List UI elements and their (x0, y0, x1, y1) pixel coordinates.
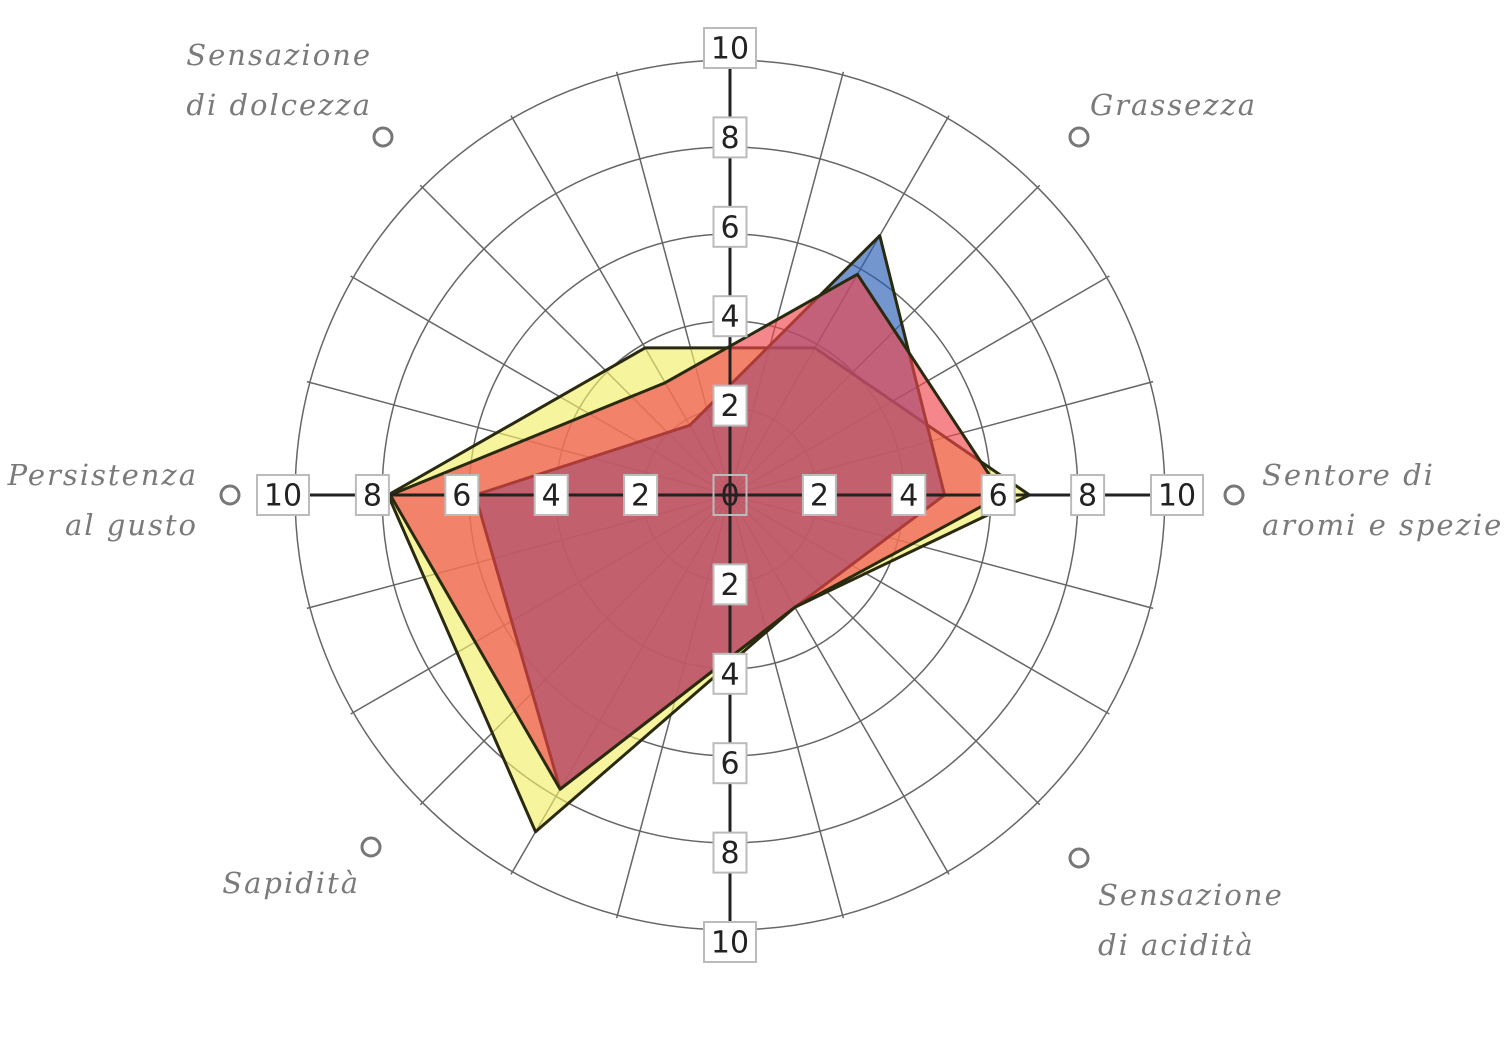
category-label: Sensazione (1098, 878, 1284, 912)
tick-label: 8 (720, 836, 739, 871)
tick-label: 10 (1158, 479, 1196, 514)
tick-box (712, 831, 748, 874)
tick-layer: 0 2 2 2 2 4 4 4 4 6 6 6 6 8 8 8 8 10 10 10 10 (256, 27, 1204, 963)
tick-box (444, 474, 480, 516)
tick-box (712, 652, 748, 695)
tick-label: 8 (1078, 479, 1097, 514)
category-label: Persistenza (7, 458, 198, 492)
tick-label: 2 (631, 479, 650, 514)
tick-label: 2 (720, 389, 739, 424)
tick-box (980, 474, 1016, 516)
tick-box (1150, 474, 1204, 516)
tick-label: 6 (989, 479, 1008, 514)
tick-label: 6 (720, 210, 739, 245)
axis-marker (219, 484, 241, 506)
tick-label: 2 (810, 479, 829, 514)
category-label: al gusto (65, 508, 198, 542)
tick-label: 4 (720, 657, 739, 692)
tick-label: 8 (720, 121, 739, 156)
tick-label: 10 (264, 479, 302, 514)
tick-box (712, 205, 748, 248)
tick-box (533, 474, 569, 516)
tick-box (712, 563, 748, 606)
axis-marker (360, 836, 382, 858)
tick-box (703, 921, 757, 963)
tick-box (712, 474, 748, 516)
axis-marker (1223, 484, 1245, 506)
tick-label: 6 (720, 747, 739, 782)
tick-box (256, 474, 310, 516)
tick-box (891, 474, 927, 516)
tick-box (712, 116, 748, 159)
category-labels: Grassezza Sentore di aromi e spezie Sens… (7, 38, 1503, 962)
series-layer (386, 234, 1031, 834)
tick-box (801, 474, 837, 516)
tick-box (712, 742, 748, 785)
category-label: di acidità (1098, 928, 1255, 962)
category-label: Sentore di (1262, 458, 1435, 492)
tick-label: 8 (363, 479, 382, 514)
tick-label: 0 (720, 479, 739, 514)
tick-box (703, 27, 757, 69)
tick-box (712, 384, 748, 427)
tick-box (623, 474, 659, 516)
category-label: di dolcezza (186, 88, 372, 122)
axis-marker (1068, 126, 1090, 148)
tick-label: 2 (720, 568, 739, 603)
tick-label: 4 (720, 300, 739, 335)
category-label: Grassezza (1090, 88, 1257, 122)
tick-label: 6 (452, 479, 471, 514)
tick-label: 10 (711, 926, 749, 961)
axis-marker (372, 126, 394, 148)
tick-label: 4 (542, 479, 561, 514)
tick-box (712, 295, 748, 338)
category-label: Sapidità (222, 866, 360, 900)
category-label: aromi e spezie (1262, 508, 1503, 542)
tick-label: 4 (899, 479, 918, 514)
tick-label: 10 (711, 32, 749, 67)
tick-box (1070, 474, 1106, 516)
axis-marker (1068, 847, 1090, 869)
tick-box (354, 474, 390, 516)
category-label: Sensazione (186, 38, 372, 72)
